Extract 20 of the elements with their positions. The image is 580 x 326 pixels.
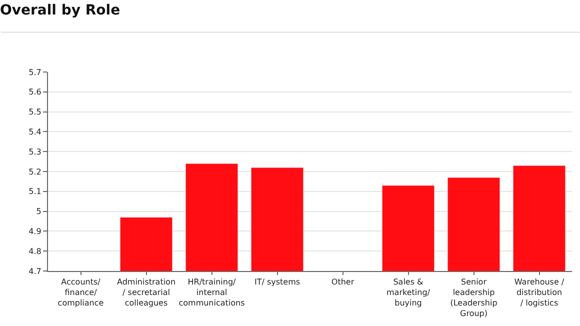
y-tick-label: 5.6 bbox=[28, 88, 42, 97]
x-tick-label: Senior leadership (Leadership Group) bbox=[450, 278, 498, 318]
y-tick-label: 4.8 bbox=[28, 246, 42, 256]
y-tick-label: 4.7 bbox=[28, 266, 42, 276]
y-tick-label: 5 bbox=[36, 207, 42, 216]
y-tick-label: 5.3 bbox=[28, 147, 42, 156]
y-tick-label: 5.2 bbox=[28, 167, 42, 176]
x-tick-label: HR/training/ internal communications bbox=[178, 278, 245, 308]
y-tick-label: 4.9 bbox=[28, 227, 42, 236]
x-tick-label: Other bbox=[331, 278, 355, 287]
y-tick-label: 5.4 bbox=[28, 128, 42, 136]
x-tick-label: Administration / secretarial colleagues bbox=[116, 278, 176, 308]
x-tick-label: IT/ systems bbox=[254, 278, 300, 287]
chart-title: Overall by Role bbox=[0, 2, 120, 19]
y-tick-label: 5.5 bbox=[28, 108, 42, 117]
y-tick-label: 5.1 bbox=[28, 187, 42, 196]
y-tick-label: 5.7 bbox=[28, 68, 42, 77]
x-tick-label: Warehouse / distribution / logistics bbox=[514, 278, 564, 308]
x-tick-label: Sales & marketing/ buying bbox=[386, 278, 430, 308]
x-tick-label: Accounts/ finance/ compliance bbox=[58, 278, 104, 308]
